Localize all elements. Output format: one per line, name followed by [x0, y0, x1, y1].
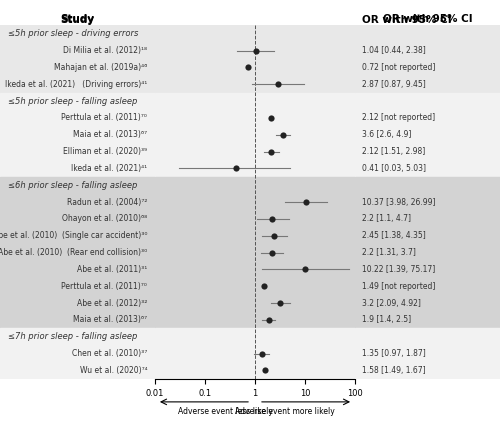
- Text: 2.45 [1.38, 4.35]: 2.45 [1.38, 4.35]: [362, 231, 426, 240]
- Point: [270, 232, 278, 239]
- Text: 0.41 [0.03, 5.03]: 0.41 [0.03, 5.03]: [362, 164, 426, 173]
- Point: [260, 283, 268, 290]
- Text: ≤7h prior sleep - falling asleep: ≤7h prior sleep - falling asleep: [8, 332, 137, 341]
- Bar: [355, 177, 500, 328]
- Bar: [0, 177, 155, 328]
- Text: 10.22 [1.39, 75.17]: 10.22 [1.39, 75.17]: [362, 265, 436, 274]
- Text: 10.37 [3.98, 26.99]: 10.37 [3.98, 26.99]: [362, 197, 436, 207]
- Point: [252, 47, 260, 54]
- Text: Chen et al. (2010)³⁷: Chen et al. (2010)³⁷: [72, 349, 147, 358]
- Text: 2.87 [0.87, 9.45]: 2.87 [0.87, 9.45]: [362, 80, 426, 89]
- Text: OR with 95% CI: OR with 95% CI: [382, 14, 472, 24]
- Text: 1.49 [not reported]: 1.49 [not reported]: [362, 282, 436, 291]
- Text: 1.35 [0.97, 1.87]: 1.35 [0.97, 1.87]: [362, 349, 426, 358]
- Point: [268, 148, 276, 155]
- Point: [302, 199, 310, 205]
- Point: [261, 367, 269, 374]
- Bar: [355, 25, 500, 93]
- Text: 2.2 [1.1, 4.7]: 2.2 [1.1, 4.7]: [362, 214, 411, 224]
- Text: Abe et al. (2010)  (Single car accident)³⁰: Abe et al. (2010) (Single car accident)³…: [0, 231, 147, 240]
- Text: 2.12 [not reported]: 2.12 [not reported]: [362, 113, 436, 123]
- Text: Perttula et al. (2011)⁷⁰: Perttula et al. (2011)⁷⁰: [62, 282, 147, 291]
- Text: Di Milia et al. (2012)¹⁸: Di Milia et al. (2012)¹⁸: [63, 46, 147, 55]
- Text: Abe et al. (2012)³²: Abe et al. (2012)³²: [77, 298, 147, 308]
- Text: Maia et al. (2013)⁶⁷: Maia et al. (2013)⁶⁷: [73, 315, 147, 325]
- Bar: [155, 93, 355, 177]
- Point: [232, 165, 239, 172]
- Bar: [0, 328, 155, 379]
- Point: [258, 350, 266, 357]
- Point: [268, 249, 276, 256]
- Bar: [155, 25, 355, 93]
- Text: ≤5h prior sleep - falling asleep: ≤5h prior sleep - falling asleep: [8, 96, 137, 106]
- Text: ≤5h prior sleep - driving errors: ≤5h prior sleep - driving errors: [8, 29, 138, 38]
- Bar: [155, 177, 355, 328]
- Bar: [0, 25, 155, 93]
- Text: Adverse event more likely: Adverse event more likely: [235, 407, 335, 416]
- Point: [274, 81, 282, 88]
- Bar: [155, 328, 355, 379]
- Point: [268, 115, 276, 121]
- Text: 2.2 [1.31, 3.7]: 2.2 [1.31, 3.7]: [362, 248, 416, 257]
- Bar: [355, 328, 500, 379]
- Text: Ohayon et al. (2010)⁶⁸: Ohayon et al. (2010)⁶⁸: [62, 214, 147, 224]
- Text: Wu et al. (2020)⁷⁴: Wu et al. (2020)⁷⁴: [80, 366, 147, 375]
- Text: 1.04 [0.44, 2.38]: 1.04 [0.44, 2.38]: [362, 46, 426, 55]
- Point: [302, 266, 310, 273]
- Text: 0.72 [not reported]: 0.72 [not reported]: [362, 63, 436, 72]
- Text: 3.6 [2.6, 4.9]: 3.6 [2.6, 4.9]: [362, 130, 412, 139]
- Text: OR with 95% CI: OR with 95% CI: [362, 15, 452, 25]
- Point: [265, 317, 273, 323]
- Text: 1.9 [1.4, 2.5]: 1.9 [1.4, 2.5]: [362, 315, 412, 325]
- Text: ≤6h prior sleep - falling asleep: ≤6h prior sleep - falling asleep: [8, 181, 137, 190]
- Text: 1.58 [1.49, 1.67]: 1.58 [1.49, 1.67]: [362, 366, 426, 375]
- Text: Maia et al. (2013)⁶⁷: Maia et al. (2013)⁶⁷: [73, 130, 147, 139]
- Text: Study: Study: [60, 15, 94, 25]
- Text: Adverse event less likely: Adverse event less likely: [178, 407, 272, 416]
- Bar: [355, 93, 500, 177]
- Text: Elliman et al. (2020)³⁹: Elliman et al. (2020)³⁹: [63, 147, 147, 156]
- Text: 3.2 [2.09, 4.92]: 3.2 [2.09, 4.92]: [362, 298, 421, 308]
- Point: [279, 131, 287, 138]
- Text: Study: Study: [60, 14, 94, 24]
- Text: Ikeda et al. (2021)   (Driving errors)⁴¹: Ikeda et al. (2021) (Driving errors)⁴¹: [5, 80, 147, 89]
- Text: 2.12 [1.51, 2.98]: 2.12 [1.51, 2.98]: [362, 147, 426, 156]
- Text: Abe et al. (2011)³¹: Abe et al. (2011)³¹: [77, 265, 147, 274]
- Point: [268, 216, 276, 222]
- Text: Ikeda et al. (2021)⁴¹: Ikeda et al. (2021)⁴¹: [71, 164, 147, 173]
- Bar: [0, 93, 155, 177]
- Text: Radun et al. (2004)⁷²: Radun et al. (2004)⁷²: [67, 197, 147, 207]
- Text: Perttula et al. (2011)⁷⁰: Perttula et al. (2011)⁷⁰: [62, 113, 147, 123]
- Text: Abe et al. (2010)  (Rear end collision)³⁰: Abe et al. (2010) (Rear end collision)³⁰: [0, 248, 147, 257]
- Point: [276, 300, 284, 306]
- Point: [244, 64, 252, 71]
- Text: Mahajan et al. (2019a)⁴⁶: Mahajan et al. (2019a)⁴⁶: [54, 63, 147, 72]
